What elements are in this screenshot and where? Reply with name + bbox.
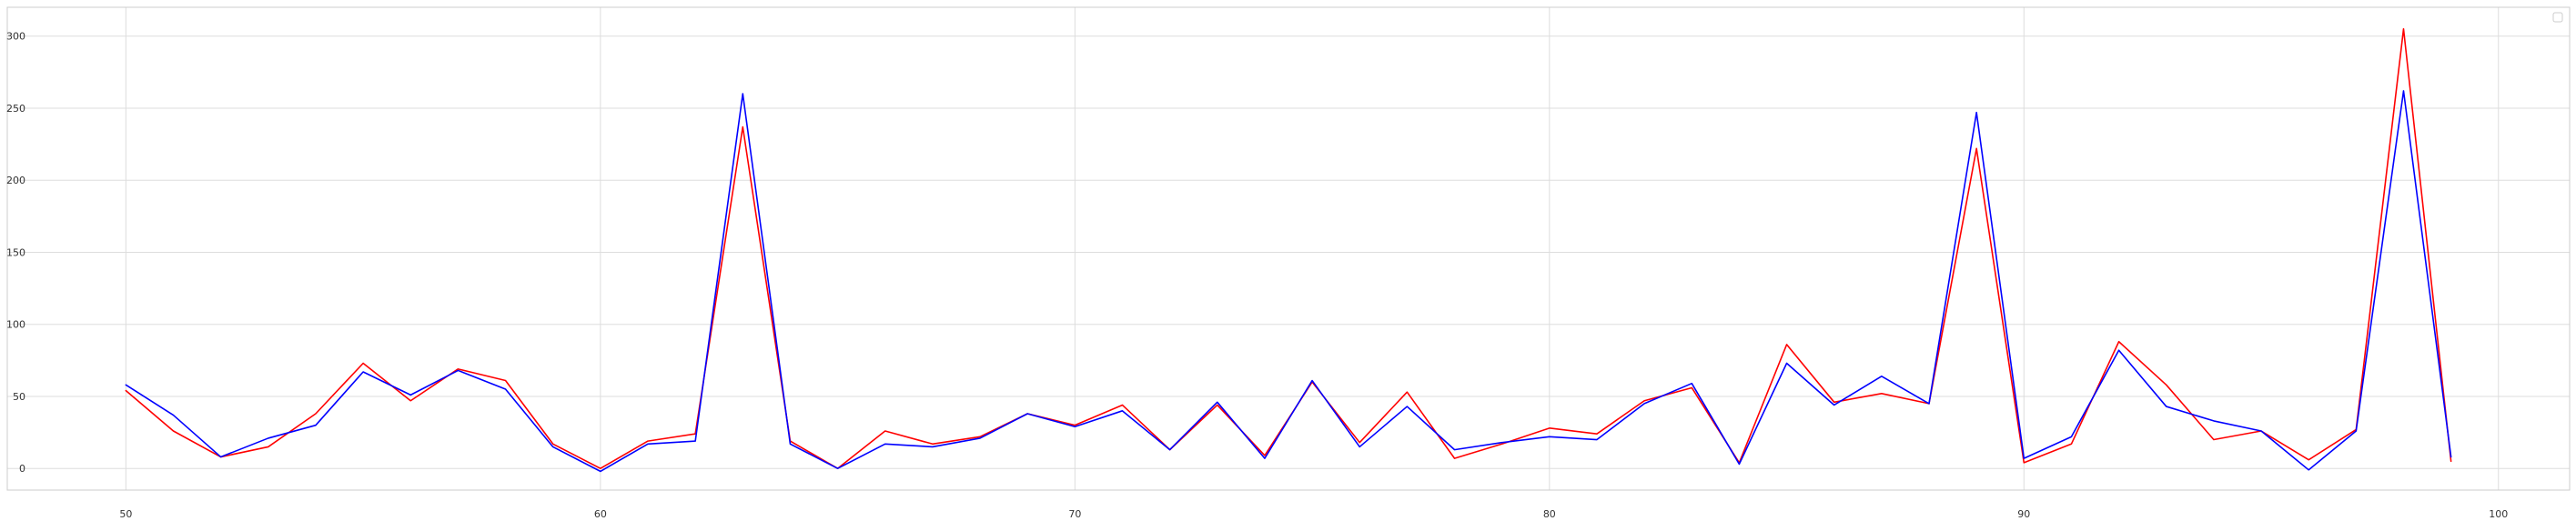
x-tick-label: 80: [1543, 508, 1556, 520]
x-tick-label: 60: [594, 508, 607, 520]
series-line-2: [125, 90, 2452, 473]
y-tick-label: 250: [6, 103, 25, 115]
y-tick-label: 150: [6, 246, 25, 258]
x-tick-label: 90: [2017, 508, 2030, 520]
y-tick-label: 300: [6, 31, 25, 43]
y-tick-label: 50: [13, 391, 25, 403]
plot-frame: [6, 6, 2571, 491]
axis-ticks: 50 60 70 80 90 100 0 50 100 150 200 250 300: [6, 31, 2508, 520]
legend-box: [2552, 12, 2563, 23]
x-tick-label: 50: [119, 508, 132, 520]
series: [125, 27, 2452, 473]
x-tick-label: 70: [1068, 508, 1081, 520]
y-tick-label: 100: [6, 319, 25, 331]
x-tick-label: 100: [2489, 508, 2508, 520]
grid: [7, 7, 2570, 490]
y-tick-label: 0: [19, 463, 25, 475]
y-tick-label: 200: [6, 175, 25, 186]
